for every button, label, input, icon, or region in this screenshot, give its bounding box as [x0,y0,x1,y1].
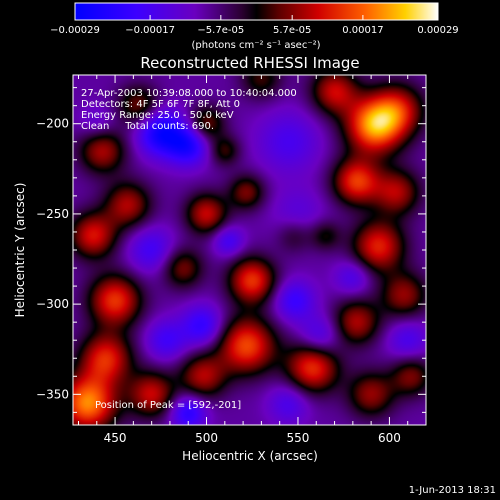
y-axis-label: Heliocentric Y (arcsec) [13,183,27,318]
colorbar: −0.00029 −0.00017 −5.7e-05 5.7e-05 0.00017 0.… [50,2,459,51]
colorbar-gradient [75,3,438,20]
colorbar-tick-label: 5.7e-05 [273,25,311,36]
info-line-detectors: Detectors: 4F 5F 6F 7F 8F, Att 0 [81,99,240,110]
info-line-energy: Energy Range: 25.0 - 50.0 keV [81,110,234,121]
colorbar-frame [74,2,439,21]
colorbar-tick-label: −0.00029 [50,25,100,36]
y-tick-label: −200 [36,117,69,131]
x-tick-label: 450 [104,431,127,445]
y-tick-label: −350 [36,387,69,401]
chart-title: Reconstructed RHESSI Image [140,54,359,72]
colorbar-tick-label: −5.7e-05 [197,25,244,36]
x-tick-label: 600 [378,431,401,445]
info-line-clean: Clean Total counts: 690. [81,121,214,132]
info-block: 27-Apr-2003 10:39:08.000 to 10:40:04.000… [81,88,297,132]
y-axis-ticks: −200 −250 −300 −350 [36,87,426,413]
y-tick-label: −300 [36,297,69,311]
info-line-time: 27-Apr-2003 10:39:08.000 to 10:40:04.000 [81,88,297,99]
colorbar-unit-label: (photons cm⁻² s⁻¹ asec⁻²) [191,40,320,51]
colorbar-tick-label: 0.00017 [342,25,383,36]
heatmap-image [73,75,426,425]
peak-position-label: Position of Peak = [592,-201] [95,400,241,411]
colorbar-ticks: −0.00029 −0.00017 −5.7e-05 5.7e-05 0.00017 0.… [50,15,459,36]
y-tick-label: −250 [36,207,69,221]
x-tick-label: 550 [287,431,310,445]
plot-date: 1-Jun-2013 18:31 [409,485,496,496]
colorbar-tick-label: −0.00017 [125,25,175,36]
colorbar-tick-label: 0.00029 [417,25,458,36]
x-tick-label: 500 [195,431,218,445]
x-axis-label: Heliocentric X (arcsec) [182,449,318,463]
x-axis-ticks: 450 500 550 600 [77,75,427,445]
